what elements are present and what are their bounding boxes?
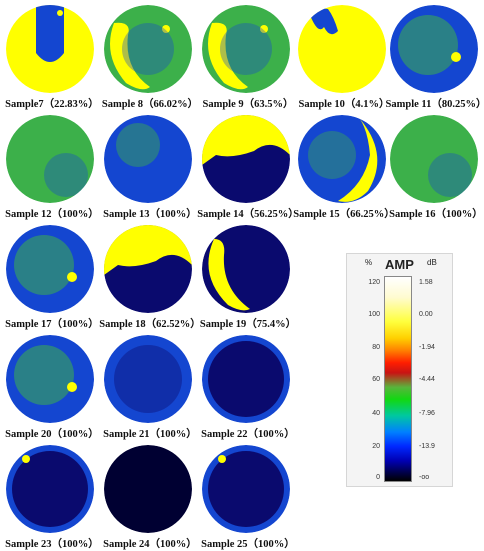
percent-tick: 120: [368, 279, 380, 286]
sample-caption: Sample7（22.83%）: [5, 99, 99, 110]
scan-image: [202, 115, 290, 203]
scan-image: [104, 225, 192, 313]
sample-caption: Sample 14（56.25%）: [197, 209, 299, 220]
db-unit-label: dB: [427, 258, 437, 267]
percent-tick: 0: [376, 474, 380, 481]
scan-image: [298, 5, 386, 93]
scan-image: [6, 115, 94, 203]
sample-caption: Sample 8（66.02%）: [101, 99, 199, 110]
legend-title: AMP: [385, 257, 414, 272]
sample-caption: Sample 12（100%）: [5, 209, 99, 220]
db-tick: 0.00: [419, 311, 433, 318]
sample-caption: Sample 25（100%）: [201, 539, 295, 550]
sample-caption: Sample 20（100%）: [5, 429, 99, 440]
scan-image: [104, 445, 192, 533]
sample-caption: Sample 23（100%）: [5, 539, 99, 550]
color-gradient-bar: [384, 276, 412, 482]
db-tick: -4.44: [419, 376, 435, 383]
percent-unit-label: %: [365, 258, 373, 267]
sample-caption: Sample 21（100%）: [103, 429, 197, 440]
scan-image: [390, 115, 478, 203]
sample-caption: Sample 9（63.5%）: [202, 99, 294, 110]
percent-tick: 80: [372, 344, 380, 351]
percent-tick: 60: [372, 376, 380, 383]
scan-image: [6, 445, 94, 533]
amp-color-scale: % AMP dB 120 100 80 60 40 20 0 1.58 0.00…: [346, 253, 453, 487]
sample-caption: Sample 17（100%）: [5, 319, 99, 330]
scan-image: [202, 5, 290, 93]
sample-caption: Sample 22（100%）: [201, 429, 295, 440]
scan-image: [104, 5, 192, 93]
db-tick: -13.9: [419, 443, 435, 450]
scan-image: [390, 5, 478, 93]
scan-image: [6, 225, 94, 313]
scan-image: [298, 115, 386, 203]
db-tick: -oo: [419, 474, 430, 481]
sample-caption: Sample 16（100%）: [389, 209, 483, 220]
db-tick: 1.58: [419, 279, 433, 286]
scan-image: [6, 5, 94, 93]
scan-image: [202, 225, 290, 313]
sample-caption: Sample 11（80.25%）: [385, 99, 484, 110]
percent-tick: 100: [368, 311, 380, 318]
sample-caption: Sample 10（4.1%）: [298, 99, 390, 110]
sample-caption: Sample 24（100%）: [103, 539, 197, 550]
sample-caption: Sample 15（66.25%）: [293, 209, 395, 220]
scan-image: [6, 335, 94, 423]
db-tick: -1.94: [419, 344, 435, 351]
percent-tick: 20: [372, 443, 380, 450]
scan-image: [104, 335, 192, 423]
sample-caption: Sample 19（75.4%）: [199, 319, 297, 330]
scan-image: [104, 115, 192, 203]
db-tick: -7.96: [419, 410, 435, 417]
percent-tick: 40: [372, 410, 380, 417]
scan-image: [202, 335, 290, 423]
scan-image: [202, 445, 290, 533]
sample-caption: Sample 18（62.52%）: [99, 319, 201, 330]
sample-caption: Sample 13（100%）: [103, 209, 197, 220]
